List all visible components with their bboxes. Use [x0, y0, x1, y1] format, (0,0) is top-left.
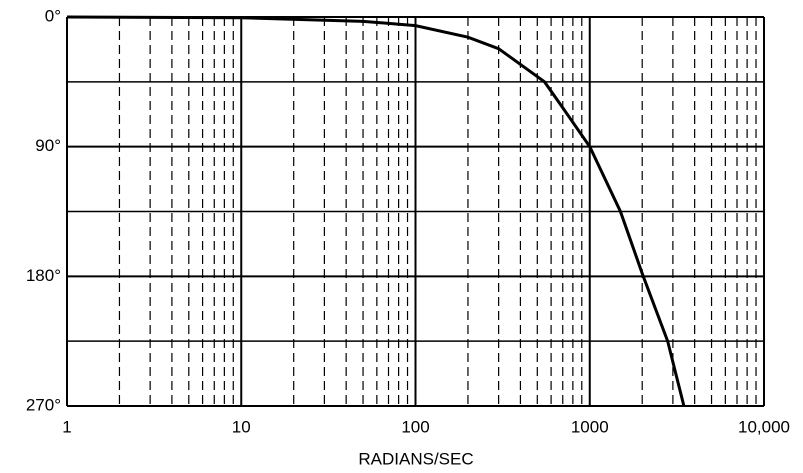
x-tick-label: 1000	[571, 417, 609, 436]
phase-curve	[66, 15, 686, 407]
y-tick-label: 90°	[35, 136, 61, 155]
x-axis-label: RADIANS/SEC	[358, 449, 473, 468]
y-tick-label: 0°	[45, 6, 61, 25]
y-tick-label: 270°	[26, 395, 61, 414]
x-tick-label: 100	[401, 417, 429, 436]
x-tick-label: 10,000	[738, 417, 790, 436]
x-tick-label: 10	[232, 417, 251, 436]
y-tick-label: 180°	[26, 266, 61, 285]
x-tick-label: 1	[62, 417, 71, 436]
